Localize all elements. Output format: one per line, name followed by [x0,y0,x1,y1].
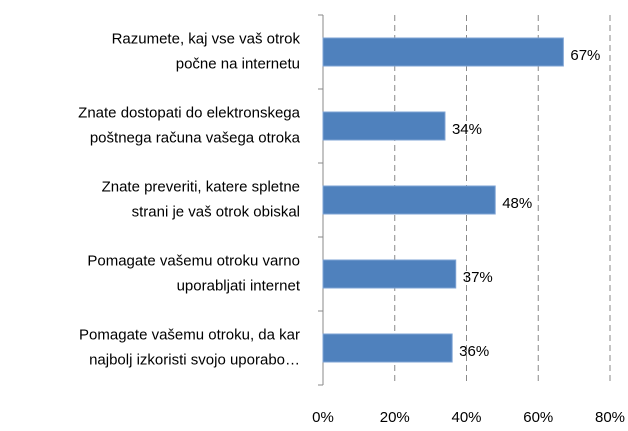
bar [322,111,446,141]
x-tick-label: 60% [523,409,553,426]
value-label: 34% [452,121,482,138]
value-label: 48% [502,195,532,212]
x-tick-label: 80% [595,409,625,426]
y-tick-label: najbolj izkoristi svojo uporabo… [89,351,300,368]
y-tick-label: Znate dostopati do elektronskega [78,104,300,121]
bar [322,37,564,67]
bar [322,333,453,363]
x-tick-label: 40% [451,409,481,426]
y-tick-label: uporabljati internet [177,277,301,294]
y-tick-label: Pomagate vašemu otroku varno [87,252,300,269]
x-tick-label: 20% [380,409,410,426]
value-label: 67% [570,47,600,64]
bar [322,185,496,215]
value-label: 36% [459,343,489,360]
y-tick-label: počne na internetu [176,55,300,72]
value-label: 37% [463,269,493,286]
y-tick-label: Znate preveriti, katere spletne [102,178,300,195]
bar [322,259,457,289]
x-tick-label: 0% [312,409,334,426]
y-tick-label: Pomagate vašemu otroku, da kar [79,326,300,343]
y-tick-label: Razumete, kaj vse vaš otrok [112,30,301,47]
y-tick-label: strani je vaš otrok obiskal [132,203,300,220]
y-tick-label: poštnega računa vašega otroka [90,129,301,146]
